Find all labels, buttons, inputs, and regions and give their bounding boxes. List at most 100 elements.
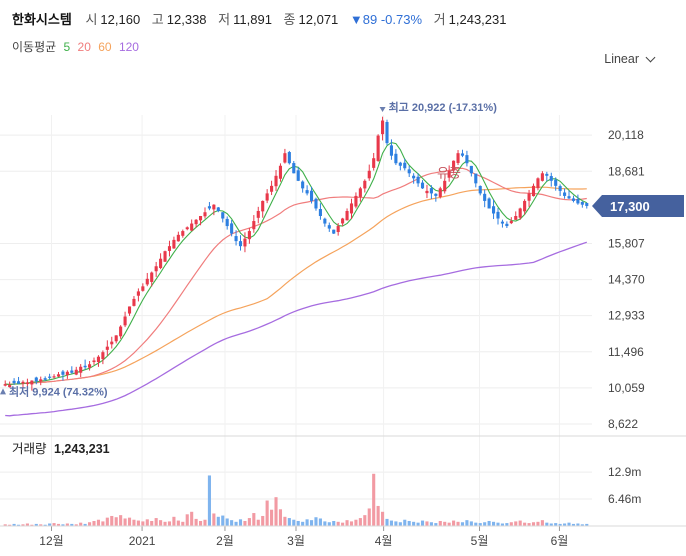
volume-bar xyxy=(367,508,371,526)
candle-body xyxy=(110,341,114,345)
volume-bar xyxy=(447,522,451,526)
min-marker xyxy=(0,388,6,395)
max-annotation: 최고 20,922 (-17.31%) xyxy=(389,100,498,114)
candle-body xyxy=(425,190,429,194)
candle-body xyxy=(101,352,105,360)
candle-body xyxy=(48,376,52,378)
volume-bar xyxy=(518,520,522,526)
candle-body xyxy=(39,379,43,382)
volume-bar xyxy=(61,524,65,526)
candle-body xyxy=(416,176,420,184)
candle-body xyxy=(567,196,571,199)
volume-bar xyxy=(483,522,487,526)
volume-bar xyxy=(478,523,482,526)
scale-select[interactable]: Linear xyxy=(604,52,656,66)
candle-body xyxy=(74,369,78,375)
price-tick-label: 14,370 xyxy=(608,273,645,287)
candle-body xyxy=(16,381,21,384)
volume-bar xyxy=(345,520,349,526)
price-axis: 20,118 18,681 15,807 14,370 12,933 11,496 10,0… xyxy=(592,128,684,506)
volume-bar xyxy=(119,515,123,526)
candle-body xyxy=(420,182,425,189)
stock-header: 한화시스템 시 12,160 고 12,338 저 11,891 종 12,071 ▼8… xyxy=(12,9,514,28)
candle-body xyxy=(376,135,380,161)
candle-body xyxy=(198,216,203,221)
candle-body xyxy=(456,153,460,163)
candle-body xyxy=(136,291,140,296)
candle-body xyxy=(56,374,61,377)
volume-bar xyxy=(309,520,314,526)
volume-bar xyxy=(452,520,456,526)
candle-body xyxy=(332,229,336,234)
volume-tick-label: 6.46m xyxy=(608,492,641,506)
volume-bar xyxy=(234,521,238,526)
ma5-label[interactable]: 5 xyxy=(63,40,71,54)
last-price-tag xyxy=(592,194,684,217)
candle-body xyxy=(314,198,318,209)
ma60-label[interactable]: 60 xyxy=(98,40,112,54)
candle-body xyxy=(243,238,247,247)
candle-body xyxy=(531,185,536,197)
candle-body xyxy=(452,160,456,171)
candle-body xyxy=(3,384,7,386)
volume-bar xyxy=(323,521,327,526)
open-label: 시 xyxy=(85,12,98,27)
candle-body xyxy=(354,195,358,207)
candle-body xyxy=(385,121,389,144)
volume-label: 거 xyxy=(433,12,446,27)
volume-bar xyxy=(412,521,416,526)
volume-bar xyxy=(509,522,513,526)
volume-bar xyxy=(287,518,291,526)
volume-bar xyxy=(141,521,145,526)
ma20-label[interactable]: 20 xyxy=(77,40,91,54)
candle-body xyxy=(536,178,540,189)
candle-body xyxy=(367,170,371,179)
volume-bar xyxy=(181,521,185,526)
candle-body xyxy=(61,371,65,375)
volume-bar xyxy=(278,509,283,526)
volume-bar xyxy=(567,522,571,526)
candle-body xyxy=(83,365,87,368)
candle-body xyxy=(545,173,549,176)
volume-bar xyxy=(585,523,589,526)
volume-bar xyxy=(252,513,256,526)
candle-body xyxy=(398,162,402,166)
volume-bar xyxy=(434,523,438,526)
volume-bar xyxy=(563,523,567,526)
volume-bar xyxy=(247,518,251,526)
date-tick-label: 5월 xyxy=(471,534,489,548)
volume-bar xyxy=(74,524,78,526)
candle-body xyxy=(518,208,522,218)
candle-body xyxy=(190,223,194,231)
candle-body xyxy=(576,199,580,204)
candle-body xyxy=(256,210,260,218)
volume-bar xyxy=(101,521,105,526)
candle-body xyxy=(159,258,163,269)
close-value: 12,071 xyxy=(298,12,339,27)
volume-bars xyxy=(3,473,589,526)
volume-bar xyxy=(376,505,380,526)
volume-bar xyxy=(274,497,278,526)
candle-body xyxy=(509,221,513,224)
volume-bar xyxy=(123,518,127,526)
date-axis: 12월 2021 2월 3월 4월 5월 6월 xyxy=(0,525,686,548)
candle-body xyxy=(212,204,216,210)
last-price-label: 17,300 xyxy=(610,199,650,214)
ma120-label[interactable]: 120 xyxy=(118,40,139,54)
volume-bar xyxy=(527,523,531,526)
volume-bar xyxy=(385,518,389,526)
candle-body xyxy=(234,236,238,242)
candle-body xyxy=(496,211,500,219)
volume-bar xyxy=(207,475,211,526)
volume-bar xyxy=(172,516,176,526)
candle-body xyxy=(394,153,398,164)
volume-bar xyxy=(327,522,331,526)
volume-bar xyxy=(505,523,509,526)
scale-label: Linear xyxy=(604,52,639,66)
volume-bar xyxy=(554,523,558,526)
candle-body xyxy=(270,185,274,192)
moving-average-legend[interactable]: 이동평균 5 20 60 120 xyxy=(12,38,143,55)
volume-bar xyxy=(25,523,29,526)
volume-bar xyxy=(314,517,318,526)
